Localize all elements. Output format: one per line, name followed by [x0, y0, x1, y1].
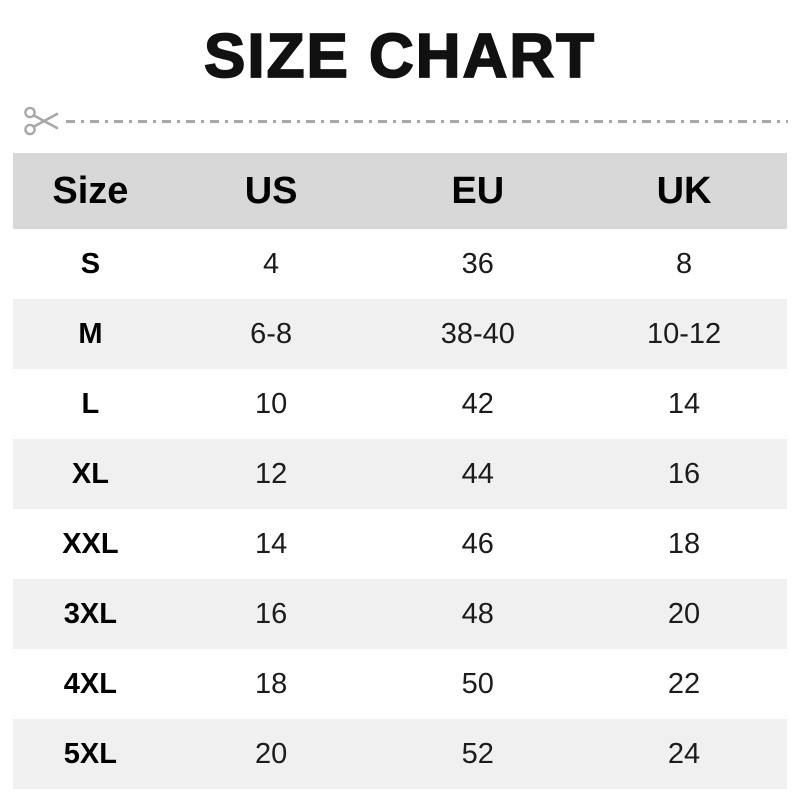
table-row-l: L 10 42 14	[13, 369, 787, 439]
dash-dot-line	[66, 119, 788, 123]
size-cell: XL	[71, 457, 109, 490]
size-cell: M	[78, 317, 103, 350]
table-row-xxl: XXL 14 46 18	[13, 509, 787, 579]
us-cell: 20	[254, 737, 288, 770]
size-cell: XXL	[62, 527, 119, 560]
col-header-uk: UK	[656, 169, 712, 212]
uk-cell: 10-12	[646, 317, 722, 350]
us-cell: 16	[254, 597, 288, 630]
table-row-3xl: 3XL 16 48 20	[13, 579, 787, 649]
col-header-us: US	[244, 169, 298, 212]
table-row-4xl: 4XL 18 50 22	[13, 649, 787, 719]
table-row-xl: XL 12 44 16	[13, 439, 787, 509]
uk-cell: 16	[667, 457, 701, 490]
table-row-5xl: 5XL 20 52 24	[13, 719, 787, 789]
size-cell: 4XL	[63, 667, 117, 700]
col-header-size: Size	[52, 169, 129, 212]
eu-cell: 42	[461, 387, 494, 420]
uk-cell: 14	[667, 387, 701, 420]
us-cell: 10	[254, 387, 288, 420]
col-header-eu: EU	[451, 169, 505, 212]
size-cell: 5XL	[63, 737, 117, 770]
uk-cell: 22	[667, 667, 701, 700]
us-cell: 18	[254, 667, 288, 700]
size-chart-title: SIZE CHART	[203, 22, 596, 91]
us-cell: 6-8	[250, 317, 293, 350]
size-cell: L	[81, 387, 100, 420]
eu-cell: 50	[461, 667, 494, 700]
uk-cell: 20	[667, 597, 701, 630]
eu-cell: 44	[461, 457, 494, 490]
us-cell: 14	[254, 527, 288, 560]
size-cell: 3XL	[63, 597, 117, 630]
us-cell: 4	[263, 247, 280, 280]
us-cell: 12	[254, 457, 288, 490]
table-header-row: Size US EU UK	[13, 153, 787, 229]
eu-cell: 48	[461, 597, 494, 630]
eu-cell: 36	[461, 247, 494, 280]
scissors-icon	[24, 106, 59, 136]
eu-cell: 46	[461, 527, 494, 560]
table-row-m: M 6-8 38-40 10-12	[13, 299, 787, 369]
uk-cell: 24	[667, 737, 701, 770]
table-row-s: S 4 36 8	[13, 229, 787, 299]
eu-cell: 52	[461, 737, 494, 770]
size-cell: S	[80, 247, 101, 280]
uk-cell: 8	[675, 247, 693, 280]
size-table: Size US EU UK S 4 36 8 M 6-8 38-40 10-12…	[13, 153, 787, 789]
eu-cell: 38-40	[440, 317, 515, 350]
cut-line	[0, 104, 800, 138]
uk-cell: 18	[667, 527, 701, 560]
